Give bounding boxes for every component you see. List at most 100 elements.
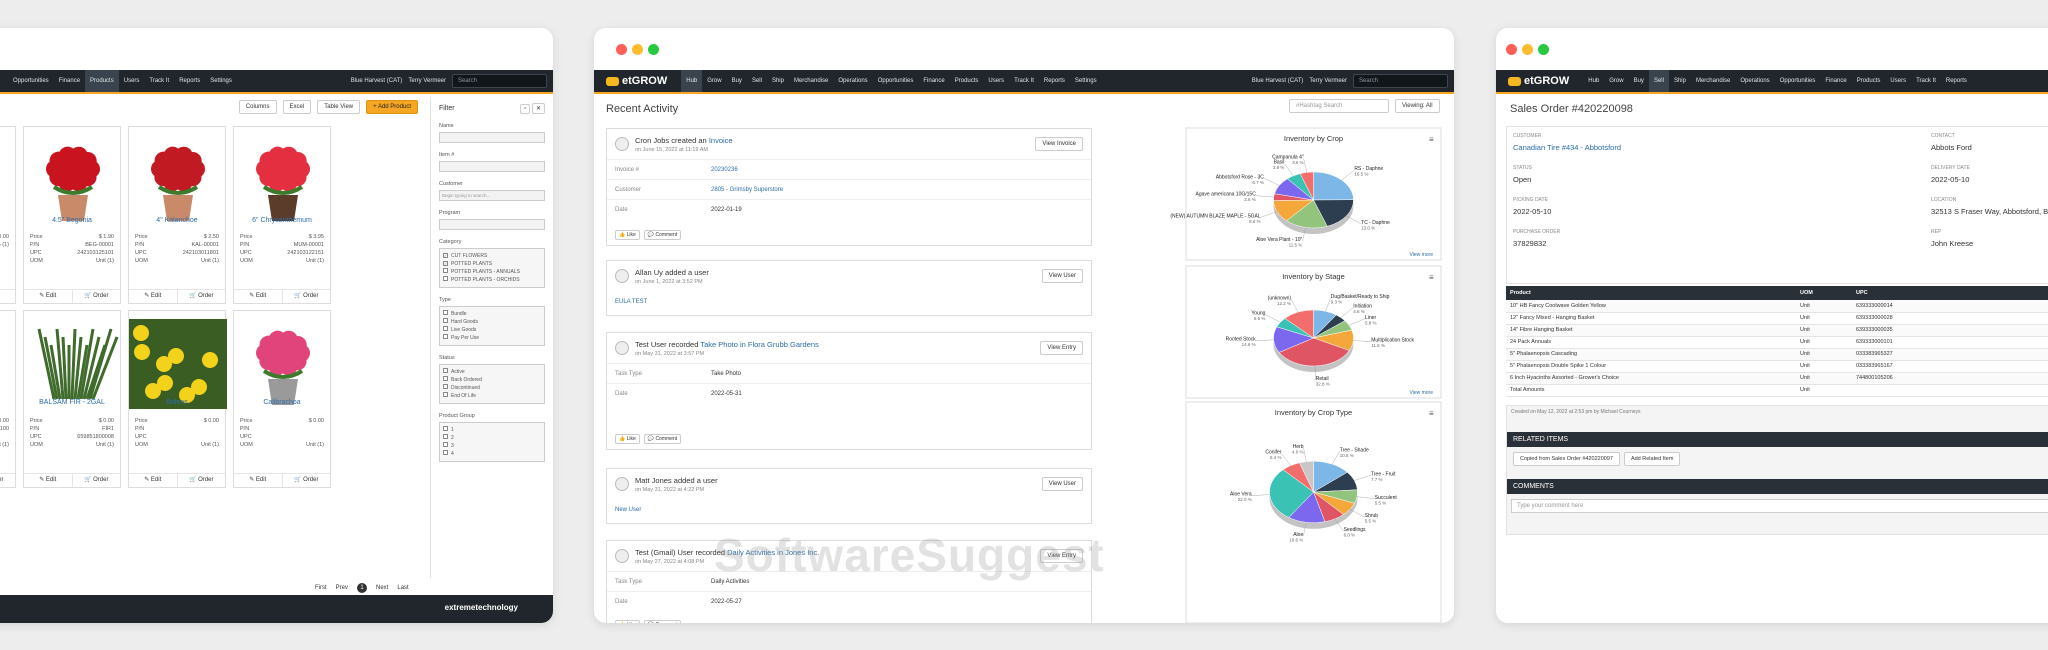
page-prev[interactable]: Prev xyxy=(335,585,349,591)
chart-menu-icon[interactable]: ≡ xyxy=(1429,135,1434,144)
comment-button[interactable]: 💬 Comment xyxy=(643,620,682,623)
nav-item-2[interactable]: Buy xyxy=(1633,78,1644,84)
checkbox[interactable] xyxy=(443,276,448,281)
edit-button[interactable]: ✎ Edit xyxy=(249,293,267,299)
view-button[interactable]: View Entry xyxy=(1040,549,1083,563)
nav-item-2[interactable]: Products xyxy=(85,70,119,92)
viewing-filter[interactable]: Viewing: All xyxy=(1395,99,1440,113)
product-name[interactable]: Bidens xyxy=(166,399,188,406)
close-dot[interactable] xyxy=(616,44,627,55)
view-button[interactable]: View User xyxy=(1041,477,1083,491)
activity-actor[interactable]: Allan Uy xyxy=(635,268,663,277)
table-row[interactable]: 12" Fancy Mixed - Hanging Basket Unit 6393… xyxy=(1506,312,2048,324)
order-button[interactable]: 🛒 Order xyxy=(71,474,121,487)
checkbox[interactable]: ✓ xyxy=(443,261,448,266)
filter-option[interactable]: ✓ POTTED PLANTS xyxy=(443,261,493,267)
maximize-dot[interactable] xyxy=(1538,44,1549,55)
page-current[interactable]: 1 xyxy=(357,583,368,593)
edit-button[interactable]: ✎ Edit xyxy=(39,293,57,299)
nav-item-7[interactable]: Opportunities xyxy=(1779,78,1816,84)
order-button[interactable]: 🛒 Order xyxy=(0,290,15,303)
field-value[interactable]: 20230236 xyxy=(711,167,738,173)
maximize-dot[interactable] xyxy=(648,44,659,55)
filter-customer-input[interactable]: Begin typing to search... xyxy=(439,190,545,201)
checkbox[interactable] xyxy=(443,334,448,339)
pie-slice[interactable] xyxy=(1286,199,1328,229)
nav-item-6[interactable]: Operations xyxy=(1740,78,1770,84)
nav-item-0[interactable]: Hub xyxy=(681,70,703,92)
comment-button[interactable]: 💬 Comment xyxy=(643,230,682,240)
user-menu[interactable]: Terry Vermeer xyxy=(1309,78,1347,84)
checkbox[interactable] xyxy=(443,326,448,331)
product-name[interactable]: 4.5" Begonia xyxy=(52,217,92,224)
nav-item-12[interactable]: Reports xyxy=(1043,78,1065,84)
nav-item-13[interactable]: Settings xyxy=(1074,78,1097,84)
checkbox[interactable] xyxy=(443,426,448,431)
view-button[interactable]: View Entry xyxy=(1040,341,1083,355)
checkbox[interactable] xyxy=(443,392,448,397)
filter-option[interactable]: POTTED PLANTS - ORCHIDS xyxy=(443,276,541,284)
product-card[interactable]: Calibrachoa Price $ 0.00 P/N UPC UOM Unit (1) ✎… xyxy=(233,310,331,488)
pie-slice[interactable] xyxy=(1313,199,1354,227)
page-last[interactable]: Last xyxy=(397,585,409,591)
activity-target[interactable]: Take Photo xyxy=(700,340,738,349)
table-header[interactable]: Product xyxy=(1510,290,1531,296)
checkbox[interactable]: ✓ xyxy=(443,253,448,258)
order-button[interactable]: 🛒 Order xyxy=(71,290,121,303)
excel-button[interactable]: Excel xyxy=(282,100,312,114)
nav-item-5[interactable]: Merchandise xyxy=(793,78,829,84)
page-next[interactable]: Next xyxy=(376,585,389,591)
nav-item-4[interactable]: Ship xyxy=(1673,78,1686,84)
table-view-button[interactable]: Table View xyxy=(317,100,361,114)
filter-option[interactable]: Active xyxy=(443,368,541,376)
activity-location[interactable]: in Flora Grubb Gardens xyxy=(739,340,819,349)
nav-item-7[interactable]: Opportunities xyxy=(877,78,914,84)
hashtag-search-input[interactable]: #Hashtag Search xyxy=(1289,99,1389,113)
filter-option[interactable]: 2 xyxy=(443,434,541,442)
nav-item-4[interactable]: Ship xyxy=(771,78,784,84)
product-card[interactable]: urburst 4in Price$ 0.00P/NBWTAZ0100UPCUOM… xyxy=(0,310,16,488)
edit-button[interactable]: ✎ Edit xyxy=(144,293,162,299)
filter-option[interactable]: POTTED PLANTS - ANNUALS xyxy=(443,268,541,276)
nav-item-11[interactable]: Track It xyxy=(1014,78,1034,84)
checkbox[interactable] xyxy=(443,268,448,273)
brand-logo[interactable]: etGROW xyxy=(606,75,667,87)
nav-item-1[interactable]: Grow xyxy=(707,78,722,84)
like-button[interactable]: 👍 Like xyxy=(615,620,640,623)
view-more-link[interactable]: View more xyxy=(1409,252,1433,258)
nav-item-3[interactable]: Sell xyxy=(1648,70,1669,92)
nav-item-3[interactable]: Sell xyxy=(751,78,762,84)
product-name[interactable]: 6" Chrysanthemum xyxy=(252,217,312,224)
filter-close-icon[interactable]: ✕ xyxy=(531,103,545,114)
user-tag[interactable]: EULA TEST xyxy=(615,299,648,305)
nav-item-1[interactable]: Grow xyxy=(1609,78,1624,84)
filter-option[interactable]: ✓ CUT FLOWERS xyxy=(443,253,488,259)
activity-target[interactable]: Daily Activities xyxy=(727,548,776,557)
filter-option[interactable]: Back Ordered xyxy=(443,376,541,384)
pie-slice[interactable] xyxy=(1313,171,1354,201)
filter-option[interactable]: Hard Goods xyxy=(443,318,541,326)
view-more-link[interactable]: View more xyxy=(1409,390,1433,396)
table-row[interactable]: 14" Fibre Hanging Basket Unit 639333000035… xyxy=(1506,324,2048,336)
order-button[interactable]: 🛒 Order xyxy=(0,474,15,487)
nav-item-8[interactable]: Finance xyxy=(923,78,945,84)
activity-actor[interactable]: Matt Jones xyxy=(635,476,672,485)
checkbox[interactable] xyxy=(443,318,448,323)
order-button[interactable]: 🛒 Order xyxy=(281,474,331,487)
product-card[interactable]: 4.5" Begonia Price $ 1.90 P/N BEG-00001 UPC 24… xyxy=(23,126,121,304)
product-name[interactable]: ROSES xyxy=(0,217,15,224)
field-value[interactable]: 2805 - Grimsby Superstore xyxy=(711,187,784,193)
checkbox[interactable] xyxy=(443,434,448,439)
brand-logo[interactable]: etGROW xyxy=(1508,75,1569,87)
product-name[interactable]: urburst 4in xyxy=(0,399,15,406)
filter-option[interactable]: End Of Life xyxy=(443,392,541,400)
filter-option[interactable]: 4 xyxy=(443,450,541,458)
table-row[interactable]: 6 Inch Hyacinths Assorted - Grower's Cho… xyxy=(1506,372,2048,384)
order-button[interactable]: 🛒 Order xyxy=(176,474,226,487)
view-button[interactable]: View User xyxy=(1041,269,1083,283)
nav-item-6[interactable]: Settings xyxy=(210,78,232,84)
table-header[interactable]: Units xyxy=(1968,286,2048,300)
chart-menu-icon[interactable]: ≡ xyxy=(1429,409,1434,418)
checkbox[interactable] xyxy=(443,442,448,447)
filter-option[interactable]: Pay Per Use xyxy=(443,334,541,342)
